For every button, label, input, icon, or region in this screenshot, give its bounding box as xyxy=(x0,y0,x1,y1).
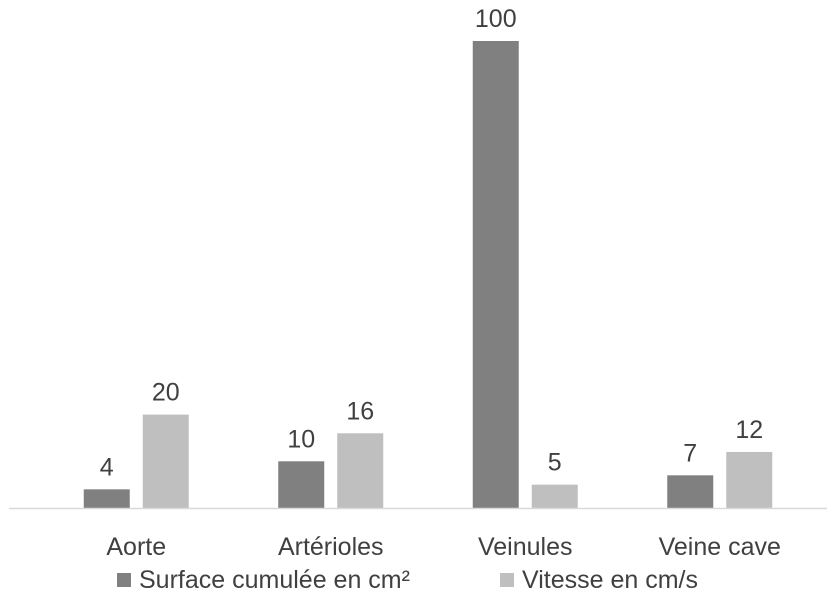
data-label: 7 xyxy=(683,439,697,467)
data-label: 4 xyxy=(100,453,114,481)
bars-layer xyxy=(83,41,773,508)
bar-veine-cave-series-0 xyxy=(667,475,714,508)
data-label: 100 xyxy=(475,5,517,33)
legend-label: Surface cumulée en cm² xyxy=(139,566,410,594)
data-label: 5 xyxy=(548,449,562,477)
bar-art-rioles-series-1 xyxy=(337,433,384,508)
x-tick-label: Artérioles xyxy=(278,533,384,561)
data-label: 12 xyxy=(735,416,763,444)
legend: Surface cumulée en cm² Vitesse en cm/s xyxy=(117,566,698,594)
bar-aorte-series-1 xyxy=(142,414,189,508)
bar-veinules-series-1 xyxy=(531,484,578,508)
legend-swatch xyxy=(500,573,514,587)
x-tick-label: Veinules xyxy=(478,533,573,561)
legend-swatch xyxy=(117,573,131,587)
bar-veine-cave-series-1 xyxy=(726,451,773,508)
bar-aorte-series-0 xyxy=(83,489,130,508)
bar-art-rioles-series-0 xyxy=(278,461,325,508)
legend-label: Vitesse en cm/s xyxy=(522,566,698,594)
data-label: 10 xyxy=(287,425,315,453)
x-tick-label: Veine cave xyxy=(659,533,781,561)
x-tick-label: Aorte xyxy=(106,533,166,561)
data-label: 20 xyxy=(152,379,180,407)
bar-veinules-series-0 xyxy=(472,41,519,508)
data-labels-layer: 4 20 10 16 100 5 7 12 xyxy=(100,5,763,481)
data-label: 16 xyxy=(346,397,374,425)
x-axis-ticks: Aorte Artérioles Veinules Veine cave xyxy=(106,533,781,561)
